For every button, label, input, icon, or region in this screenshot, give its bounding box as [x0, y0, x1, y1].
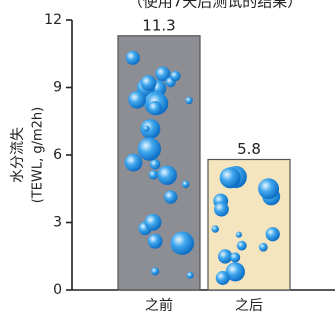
chart: （使用7天后测试的结果） 水分流失 (TEWL, g/m2h) 0 3 6 9 12 11…	[0, 0, 335, 318]
bubble	[150, 159, 160, 169]
bubble	[148, 234, 163, 249]
bubble	[126, 51, 140, 65]
bubble	[211, 225, 218, 232]
bubble	[170, 71, 180, 81]
x-tick-label: 之后	[235, 298, 263, 314]
page: （使用7天后测试的结果） 水分流失 (TEWL, g/m2h) 0 3 6 9 12 11…	[0, 0, 335, 318]
x-tick-label: 之前	[145, 297, 173, 314]
data-label: 11.3	[142, 16, 175, 34]
bubble	[187, 272, 194, 279]
bubble	[266, 227, 280, 241]
y-tick-label: 12	[44, 12, 62, 28]
bubble	[157, 166, 176, 185]
bubble	[143, 125, 149, 131]
y-axis-label: 水分流失	[10, 127, 26, 183]
bubble	[185, 97, 192, 104]
bubble	[138, 138, 161, 161]
bubble	[145, 214, 162, 231]
bubble	[220, 167, 241, 188]
bubble	[258, 178, 279, 199]
y-axis-unit: (TEWL, g/m2h)	[31, 107, 46, 203]
bubble	[236, 232, 242, 238]
bubble	[216, 271, 230, 285]
data-label: 5.8	[237, 140, 261, 158]
bubble	[128, 91, 146, 109]
chart-title: （使用7天后测试的结果）	[128, 0, 303, 11]
bubble	[141, 75, 157, 91]
y-tick-label: 6	[53, 147, 62, 163]
bubble	[148, 101, 162, 115]
bubble	[230, 252, 240, 262]
bubble	[259, 243, 268, 252]
y-tick-label: 3	[53, 215, 62, 231]
y-tick-label: 0	[53, 282, 62, 298]
bubble	[164, 190, 177, 203]
bubble	[214, 202, 229, 217]
bubble	[125, 154, 143, 172]
bubble	[149, 170, 158, 179]
bubble	[151, 267, 159, 275]
y-tick-label: 9	[53, 80, 62, 96]
bubble	[237, 241, 247, 251]
bubble	[171, 231, 194, 254]
bubble	[182, 181, 189, 188]
